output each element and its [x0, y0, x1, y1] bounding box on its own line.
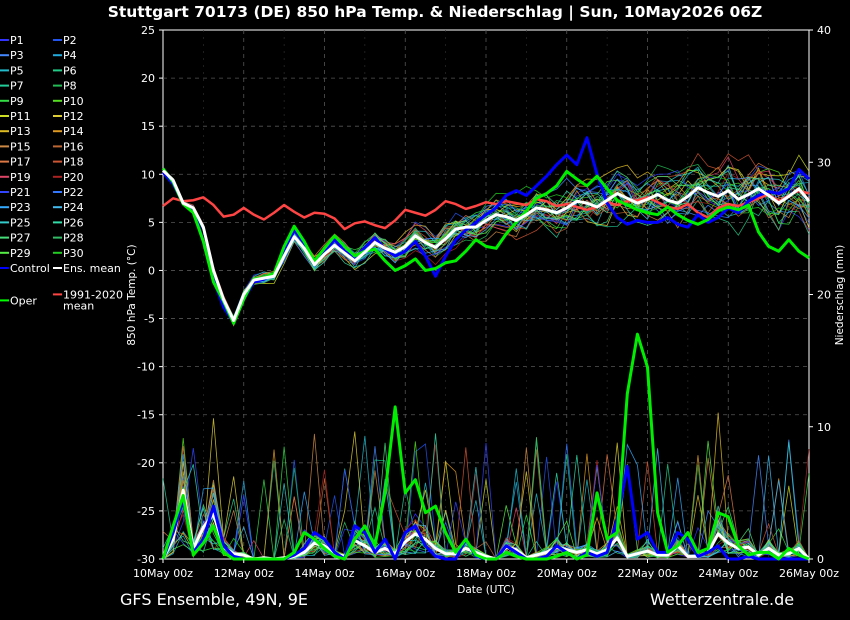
left-tick-label: -30: [137, 553, 155, 566]
right-tick-label: 10: [817, 421, 831, 434]
x-axis-label: Date (UTC): [457, 584, 514, 596]
left-axis-ticks: 25 20 15 10 5 0 -5 -10 -15 -20 -25 -30: [137, 24, 163, 566]
legend-label: P9: [10, 95, 24, 108]
series-oper: [161, 167, 810, 325]
member-temp-line-3: [162, 169, 810, 319]
right-axis-ticks: 40 30 20 10 0: [809, 24, 831, 566]
legend-label: P30: [63, 247, 84, 260]
x-tick-label: 18May 00z: [456, 567, 516, 580]
legend-label: P24: [63, 201, 84, 214]
legend-label: P3: [10, 49, 24, 62]
legend-label: Oper: [10, 294, 37, 307]
legend-label: P7: [10, 80, 24, 93]
legend-label: P6: [63, 64, 77, 77]
series-ens-mean: [161, 169, 811, 322]
legend-label: 1991-2020: [63, 288, 123, 301]
legend-label: P5: [10, 64, 24, 77]
left-tick-label: 0: [148, 264, 155, 277]
legend-label: P19: [10, 171, 31, 184]
legend-label: P13: [10, 125, 31, 138]
legend-label: P10: [63, 95, 84, 108]
x-tick-label: 10May 00z: [133, 567, 193, 580]
left-tick-label: -25: [137, 505, 155, 518]
legend-label: P22: [63, 186, 84, 199]
legend-label: P11: [10, 110, 31, 123]
left-tick-label: -10: [137, 361, 155, 374]
series-1991-2020-mean: [162, 189, 810, 231]
x-axis-ticks: 10May 00z 12May 00z 14May 00z 16May 00z 18Ma…: [133, 559, 839, 580]
left-tick-label: -5: [144, 313, 155, 326]
legend-label: P14: [63, 125, 84, 138]
legend-label: P21: [10, 186, 31, 199]
right-tick-label: 40: [817, 24, 831, 37]
legend-label: Ens. mean: [63, 262, 121, 275]
legend-label: P17: [10, 156, 31, 169]
left-tick-label: -15: [137, 409, 155, 422]
left-tick-label: 25: [141, 24, 155, 37]
footer-source: Wetterzentrale.de: [650, 590, 794, 609]
legend-label: P23: [10, 201, 31, 214]
legend-label: P27: [10, 232, 31, 245]
left-tick-label: -20: [137, 457, 155, 470]
legend-label: P26: [63, 216, 84, 229]
legend-label: P1: [10, 34, 24, 47]
legend-label: P18: [63, 156, 84, 169]
right-axis-label: Niederschlag (mm): [834, 245, 846, 346]
member-temp-line-24: [162, 169, 810, 323]
x-tick-label: 14May 00z: [294, 567, 354, 580]
legend-label: P15: [10, 140, 31, 153]
legend-label: Control: [10, 262, 50, 275]
right-tick-label: 30: [817, 156, 831, 169]
x-tick-label: 16May 00z: [375, 567, 435, 580]
left-tick-label: 10: [141, 168, 155, 181]
footer-model-info: GFS Ensemble, 49N, 9E: [120, 590, 308, 609]
left-tick-label: 5: [148, 216, 155, 229]
grid-lines: [163, 30, 809, 559]
x-tick-label: 24May 00z: [698, 567, 758, 580]
legend-label: P12: [63, 110, 84, 123]
left-tick-label: 20: [141, 72, 155, 85]
legend-label: P16: [63, 140, 84, 153]
x-tick-label: 12May 00z: [214, 567, 274, 580]
legend-label: P25: [10, 216, 31, 229]
left-axis-label: 850 hPa Temp. (°C): [126, 244, 138, 345]
legend-label: P28: [63, 232, 84, 245]
legend-label: P8: [63, 80, 77, 93]
left-tick-label: 15: [141, 120, 155, 133]
right-tick-label: 20: [817, 289, 831, 302]
x-tick-label: 26May 00z: [779, 567, 839, 580]
legend-label: P20: [63, 171, 84, 184]
legend: P1 P2 P3 P4 P5 P6 P7 P8 P9 P10 P11 P12 P13 P14 P15 P16 P…: [0, 34, 123, 312]
right-tick-label: 0: [817, 553, 824, 566]
x-tick-label: 20May 00z: [537, 567, 597, 580]
x-tick-label: 22May 00z: [617, 567, 677, 580]
legend-label: P2: [63, 34, 77, 47]
chart-title: Stuttgart 70173 (DE) 850 hPa Temp. & Nie…: [108, 3, 763, 22]
legend-label: P29: [10, 247, 31, 260]
legend-label: mean: [63, 299, 94, 312]
legend-label: P4: [63, 49, 77, 62]
